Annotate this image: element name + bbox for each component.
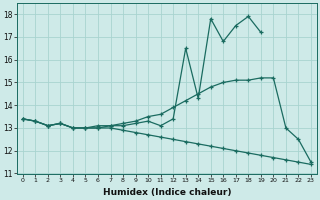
X-axis label: Humidex (Indice chaleur): Humidex (Indice chaleur) <box>103 188 231 197</box>
